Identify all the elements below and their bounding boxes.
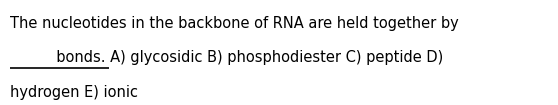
Text: hydrogen E) ionic: hydrogen E) ionic — [10, 85, 138, 100]
Text: The nucleotides in the backbone of RNA are held together by: The nucleotides in the backbone of RNA a… — [10, 16, 459, 31]
Text: bonds. A) glycosidic B) phosphodiester C) peptide D): bonds. A) glycosidic B) phosphodiester C… — [10, 50, 443, 65]
